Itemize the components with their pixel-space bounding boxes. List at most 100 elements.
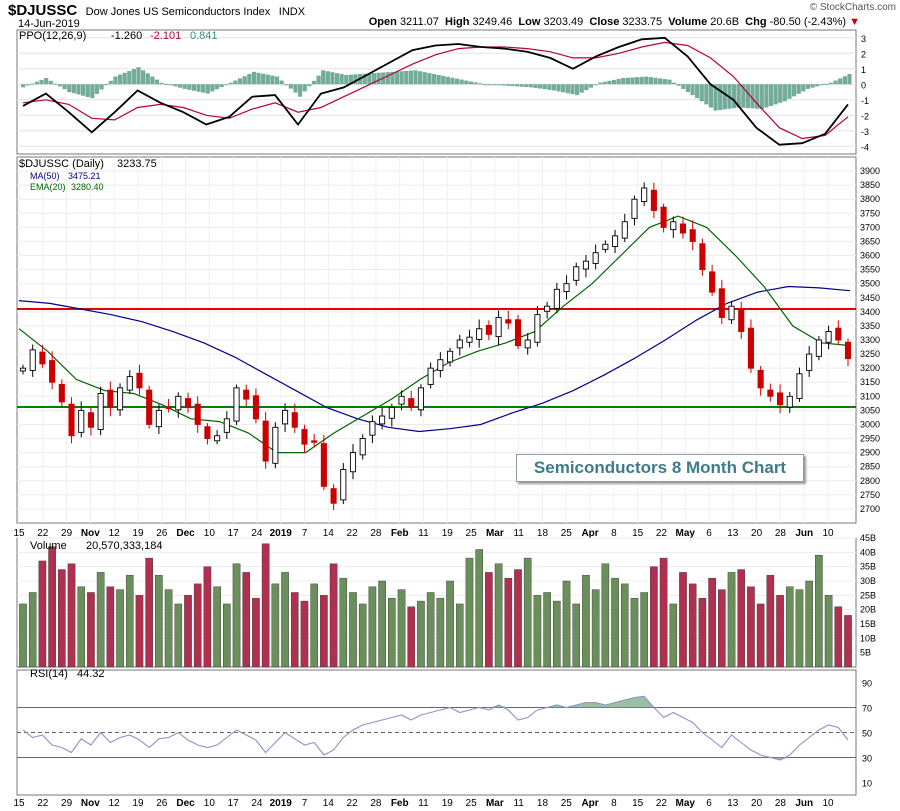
price-tick-label: 3550 [860,265,880,275]
ppo-histogram-bar [376,72,381,85]
volume-panel: 45B 40B 35B 30B 25B 20B 15B 10B 5B [17,533,876,668]
date-axis-label-top: 15 [632,528,644,539]
ppo-histogram-bar [662,78,667,85]
date-axis-label-bottom: Dec [176,798,195,809]
ppo-histogram-bar [745,84,751,109]
ppo-histogram-bar [708,84,714,108]
candle-body [388,407,395,419]
volume-bar [620,583,629,668]
candle-body [563,283,570,293]
volume-bar [213,586,221,668]
ppo-histogram-bar [473,82,478,85]
date-axis-label-top: 22 [37,528,49,539]
ppo-tick-label: 0 [861,80,866,90]
rsi-line [22,695,849,761]
date-axis-label-bottom: 13 [727,798,739,809]
ppo-histogram-bar [501,84,506,86]
chg-value: -80.50 (-2.43%) [769,16,847,28]
volume-bar [193,583,202,668]
volume-bar [582,575,590,668]
date-axis-label-top: 10 [822,528,834,539]
date-axis-label-bottom: 28 [775,798,787,809]
date-axis-label-bottom: 2019 [270,798,293,809]
high-value: 3249.46 [472,16,513,28]
date-axis-label-bottom: 29 [61,798,73,809]
candle-body [136,372,143,389]
ppo-histogram-bar [325,71,330,85]
volume-bar [494,563,503,668]
ppo-tick-label: 1 [861,65,866,75]
ppo-histogram-bar [371,73,377,85]
ppo-histogram-bar [422,72,427,85]
ppo-histogram-bar [108,80,113,85]
ppo-histogram-bar [778,84,783,103]
ppo-histogram-bar [602,81,607,85]
ppo-histogram-bar [699,84,704,102]
date-axis-label-top: 17 [228,528,240,539]
rsi-tick-label: 10 [862,779,872,789]
ppo-histogram-bar [228,82,233,85]
candle-body [369,421,376,436]
chart-date: 14-Jun-2019 [18,18,80,30]
price-tick-label: 2900 [860,448,880,458]
ppo-histogram-bar [681,84,686,89]
ppo-legend-name: PPO(12,26,9) [19,30,86,42]
volume-bar [465,557,474,668]
ppo-histogram-bar [575,84,580,96]
price-tick-label: 3250 [860,349,880,359]
ema20-legend-name: EMA(20) [30,182,66,192]
date-axis-label-bottom: 26 [156,798,168,809]
ppo-histogram-bar [85,84,90,97]
ppo-histogram-bar [436,74,441,85]
candle-body [243,389,250,400]
ppo-histogram-bar [284,84,289,86]
ppo-histogram-bar [219,84,224,88]
date-axis-label-bottom: 24 [251,798,263,809]
ppo-histogram-bar [408,70,413,85]
date-axis-label-top: 6 [706,528,712,539]
volume-bar [805,580,813,668]
candle-body [447,350,454,363]
ppo-histogram-bar [418,71,423,85]
ppo-histogram-bar [122,72,127,85]
candle-body [699,243,706,271]
ppo-histogram-bar [556,84,561,92]
ppo-histogram-bar [399,71,404,85]
ppo-histogram-bar [251,71,257,85]
ppo-histogram-bar [348,74,353,85]
ppo-histogram-bar [431,74,437,85]
date-axis-label-top: 25 [466,528,478,539]
date-axis-label-bottom: Jun [795,798,813,809]
volume-bar [116,589,124,668]
ppo-line [22,36,849,146]
ppo-histogram-bar [598,82,603,85]
candle-body [747,327,754,369]
ppo-histogram-bar [205,84,210,94]
ppo-histogram-bar [67,84,72,92]
date-axis-label-top: 22 [347,528,359,539]
volume-bar [630,598,639,668]
ppo-histogram-bar [791,84,797,97]
ppo-histogram-bar [676,84,681,86]
ppo-histogram-bar [71,84,76,94]
ppo-histogram-bar [261,73,266,85]
date-axis-label-top: 28 [370,528,382,539]
date-axis-label-bottom: 6 [706,798,712,809]
ppo-histogram-bar [478,83,483,85]
volume-bar [844,615,852,668]
volume-bar [145,557,153,668]
close-label: Close [589,16,620,28]
ppo-histogram-bar [487,84,492,86]
ppo-histogram-bar [57,84,63,87]
ppo-histogram-bar [635,77,640,85]
ma50-legend-value: 3475.21 [68,171,101,181]
chart-annotation: Semiconductors 8 Month Chart [516,454,804,482]
candle-body [301,429,308,445]
volume-bar [417,600,425,668]
ppo-histogram-bar [542,84,547,90]
ppo-histogram-bar [796,84,801,94]
date-axis-label-top: 18 [537,528,549,539]
low-label: Low [518,16,541,28]
ppo-histogram-bar [117,74,123,85]
candle-body [476,328,483,340]
